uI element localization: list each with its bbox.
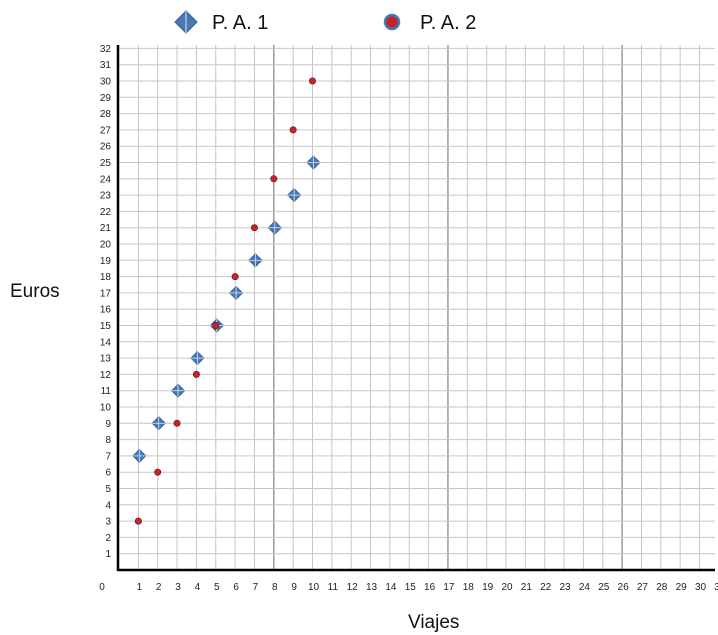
legend-label-pa1: P. A. 1 <box>212 12 268 34</box>
y-tick-label: 1 <box>105 549 111 560</box>
x-tick-label: 12 <box>347 582 359 593</box>
pa1-point <box>132 448 147 463</box>
x-tick-label: 4 <box>195 582 201 593</box>
y-tick-label: 29 <box>100 93 112 104</box>
y-tick-label: 15 <box>100 321 112 332</box>
x-tick-label: 2 <box>156 582 162 593</box>
x-tick-label: 7 <box>253 582 259 593</box>
y-tick-label: 28 <box>100 109 112 120</box>
pa1-point <box>248 253 263 268</box>
y-tick-label: 25 <box>100 158 112 169</box>
pa2-point <box>173 419 181 427</box>
pa1-point <box>229 285 244 300</box>
y-tick-label: 4 <box>105 500 111 511</box>
axes <box>116 45 715 572</box>
legend-item-pa1: P. A. 1 <box>174 10 268 34</box>
y-tick-label: 26 <box>100 142 112 153</box>
x-tick-label: 11 <box>328 582 339 593</box>
y-tick-label: 2 <box>105 533 111 544</box>
y-tick-label: 8 <box>105 435 111 446</box>
pa1-point <box>151 416 166 431</box>
x-tick-label: 13 <box>366 582 378 593</box>
x-tick-label: 28 <box>656 582 668 593</box>
x-tick-label: 18 <box>463 582 475 593</box>
x-tick-label: 27 <box>637 582 649 593</box>
y-tick-label: 5 <box>105 484 111 495</box>
pa2-point <box>289 126 297 134</box>
pa2-point <box>154 468 162 476</box>
x-tick-label: 3 <box>175 582 181 593</box>
pa1-point <box>267 220 282 235</box>
y-tick-label: 32 <box>100 44 112 55</box>
y-tick-label: 3 <box>105 517 111 528</box>
pa2-point <box>231 273 239 281</box>
x-tick-label: 0 <box>99 582 105 593</box>
y-tick-label: 30 <box>100 77 112 88</box>
x-tick-label: 8 <box>272 582 278 593</box>
y-tick-label: 10 <box>100 403 112 414</box>
x-tick-label: 21 <box>521 582 533 593</box>
x-tick-label: 19 <box>482 582 494 593</box>
pa2-point <box>134 517 142 525</box>
data-points <box>132 77 321 525</box>
y-tick-label: 21 <box>100 223 112 234</box>
grid <box>119 45 715 570</box>
y-tick-label: 27 <box>100 125 112 136</box>
pa1-point <box>190 351 205 366</box>
y-tick-label: 14 <box>100 337 112 348</box>
legend: P. A. 1 P. A. 2 <box>174 10 476 34</box>
y-tick-label: 19 <box>100 256 112 267</box>
y-tick-label: 16 <box>100 305 112 316</box>
y-tick-label: 31 <box>100 60 112 71</box>
legend-item-pa2: P. A. 2 <box>383 12 476 34</box>
pa1-point <box>306 155 321 170</box>
diamond-marker-icon <box>174 10 198 34</box>
x-tick-label: 14 <box>385 582 397 593</box>
x-tick-label: 31 <box>714 582 718 593</box>
y-tick-label: 9 <box>105 419 111 430</box>
y-axis-title: Euros <box>10 281 60 302</box>
pa2-point <box>192 370 200 378</box>
x-tick-label: 17 <box>443 582 455 593</box>
x-tick-labels: 0 1 2 3 4 5 6 7 8 9 10 11 12 13 14 15 16 17 18 19 20 21 22 23 24… <box>99 582 718 593</box>
y-tick-label: 20 <box>100 240 112 251</box>
y-tick-label: 18 <box>100 272 112 283</box>
x-tick-label: 5 <box>214 582 220 593</box>
x-tick-label: 15 <box>405 582 417 593</box>
x-tick-label: 26 <box>618 582 630 593</box>
x-tick-label: 16 <box>424 582 436 593</box>
y-tick-label: 11 <box>101 386 112 397</box>
x-tick-label: 22 <box>540 582 552 593</box>
x-tick-label: 23 <box>559 582 571 593</box>
y-tick-label: 22 <box>100 207 112 218</box>
y-tick-label: 13 <box>100 354 112 365</box>
x-tick-label: 20 <box>501 582 513 593</box>
pa1-point <box>170 383 186 398</box>
x-tick-label: 10 <box>308 582 320 593</box>
circle-marker-icon <box>383 13 401 31</box>
x-tick-label: 9 <box>291 582 297 593</box>
y-tick-label: 12 <box>100 370 112 381</box>
pa2-point <box>270 175 278 183</box>
pa1-point <box>287 188 302 203</box>
pa2-point <box>212 321 220 329</box>
x-tick-label: 24 <box>579 582 591 593</box>
x-axis-title: Viajes <box>408 612 459 633</box>
x-tick-label: 29 <box>676 582 688 593</box>
pa2-point <box>250 224 258 232</box>
x-tick-label: 6 <box>233 582 239 593</box>
x-tick-label: 25 <box>598 582 610 593</box>
y-tick-labels: 1234567891011121314151617181920212223242… <box>100 44 112 560</box>
y-tick-label: 17 <box>100 288 112 299</box>
legend-label-pa2: P. A. 2 <box>420 12 476 34</box>
x-tick-label: 1 <box>137 582 143 593</box>
pa2-point <box>308 77 316 85</box>
y-tick-label: 6 <box>105 468 111 479</box>
y-tick-label: 24 <box>100 174 112 185</box>
x-tick-label: 30 <box>695 582 707 593</box>
y-tick-label: 7 <box>105 451 111 462</box>
y-tick-label: 23 <box>100 191 112 202</box>
